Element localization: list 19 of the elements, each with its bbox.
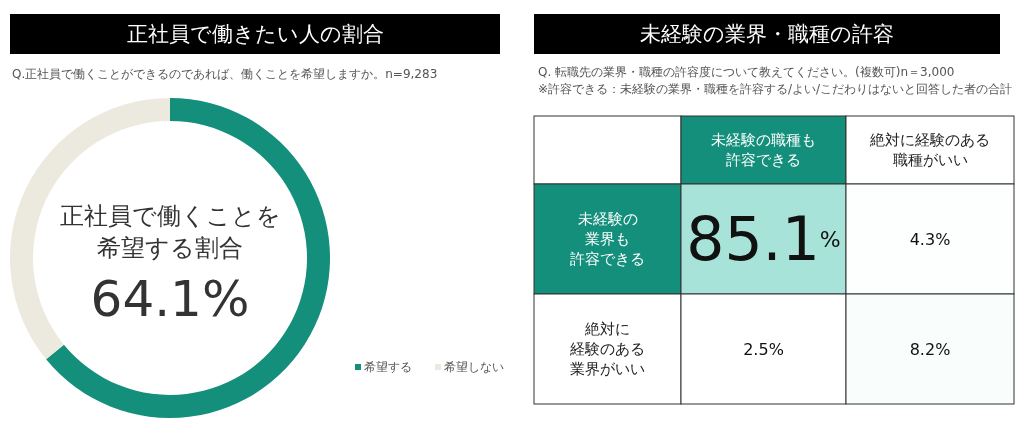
x-tick-label: 絶対に経験のある職種がいい [869,131,990,169]
text: ※許容できる：未経験の業界・職種を許容する/よい/こだわりはないと回答した者の合計 [538,82,1013,96]
text: 希望する割合 [97,234,243,262]
legend-label: 希望する [364,360,412,374]
chart-title: 未経験の業界・職種の許容 [640,22,894,46]
chart-subtitle: Q. 転職先の業界・職種の許容度について教えてください。(複数可)n＝3,000 [538,65,955,79]
chart-subtitle: Q.正社員で働くことができるのであれば、働くことを希望しますか。n=9,283 [12,67,438,81]
y-tick-label: 未経験の業界も許容できる [570,210,645,268]
text: 正社員で働くことを [59,202,281,230]
data-label: 4.3% [909,229,951,249]
x-tick-label: 未経験の職種も許容できる [711,131,816,169]
data-label: 8.2% [909,339,951,359]
data-label: 85.1% [686,204,841,274]
chart-title: 正社員で働きたい人の割合 [126,22,384,46]
data-label: 2.5% [743,339,784,359]
legend-label: 希望しない [444,360,504,374]
y-tick-label: 絶対に経験のある業界がいい [569,320,645,378]
text: 64.1% [90,270,250,328]
donut-slice [46,98,330,418]
